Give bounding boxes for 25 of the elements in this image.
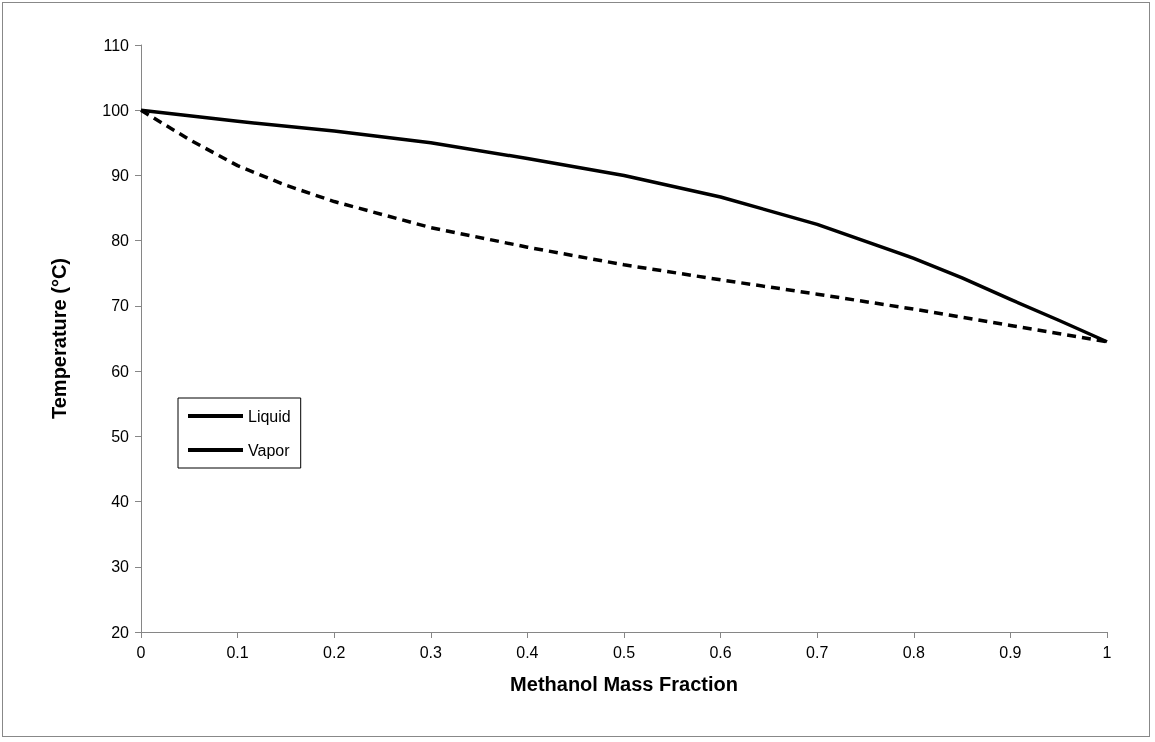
- x-tick-label: 0.4: [516, 643, 539, 661]
- x-tick-label: 0.6: [709, 643, 732, 661]
- y-tick-label: 30: [111, 558, 130, 576]
- x-tick-label: 0.2: [323, 643, 346, 661]
- x-tick-label: 0.8: [902, 643, 926, 661]
- x-tick-label: 0.9: [999, 643, 1022, 661]
- y-tick-label: 100: [102, 101, 130, 119]
- y-tick-label: 80: [111, 232, 130, 250]
- y-axis-title: Temperature (°C): [48, 258, 70, 419]
- y-tick-label: 110: [103, 36, 130, 54]
- x-tick-label: 1: [1102, 643, 1112, 661]
- x-tick-label: 0.5: [612, 643, 636, 661]
- x-axis-title: Methanol Mass Fraction: [510, 673, 738, 695]
- legend-label: Liquid: [248, 407, 291, 425]
- y-tick-label: 20: [111, 623, 130, 641]
- x-tick-label: 0.1: [226, 643, 249, 661]
- y-tick-label: 60: [111, 362, 130, 380]
- x-tick-label: 0: [136, 643, 146, 661]
- y-tick-label: 90: [111, 166, 130, 184]
- y-tick-label: 70: [111, 297, 130, 315]
- x-tick-label: 0.7: [806, 643, 829, 661]
- y-tick-label: 40: [111, 493, 130, 511]
- y-tick-label: 50: [111, 427, 130, 445]
- legend-label: Vapor: [248, 441, 291, 459]
- x-tick-label: 0.3: [419, 643, 443, 661]
